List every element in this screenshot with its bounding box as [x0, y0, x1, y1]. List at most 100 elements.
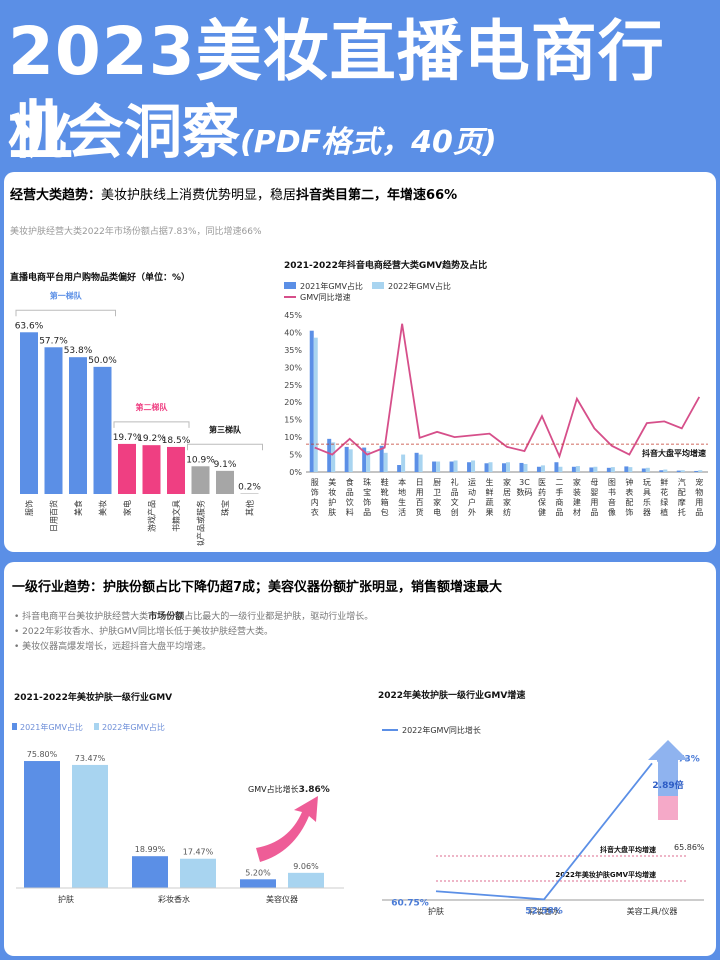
- bar-value-label: 53.8%: [64, 346, 93, 356]
- reference-line-label: 抖音大盘平均增速: [642, 448, 706, 458]
- category-tick-label: 药: [538, 487, 546, 497]
- bar-2022-服饰内衣: [313, 337, 318, 472]
- category-tick-label: 居: [503, 488, 511, 497]
- section2-heading: 一级行业趋势：护肤份额占比下降仍超7成；美容仪器份额扩张明显，销售额增速最大: [12, 580, 503, 595]
- bar-value-label: 9.06%: [293, 862, 319, 871]
- y-tick-label: 45%: [284, 311, 302, 320]
- legend-label: 2022年GMV占比: [388, 281, 451, 291]
- multiplier-label: 2.89倍: [652, 779, 683, 791]
- category-tick-label: 配: [625, 498, 633, 507]
- bar-2022-生鲜蔬果: [488, 462, 493, 472]
- bar-2022-家居家纺: [506, 462, 510, 472]
- bar-2022-母婴用品: [593, 466, 598, 472]
- category-tick-label: 彩妆香水: [158, 894, 190, 904]
- bar-2021-本地生活: [397, 465, 402, 472]
- reference-line-label: 2022年美妆护肤GMV平均增速: [555, 870, 656, 879]
- category-tick-label: 品: [346, 488, 354, 497]
- bar-2022-宠物用品: [698, 470, 703, 472]
- bar-value-label: 19.7%: [113, 433, 142, 443]
- bar-2021-3C数码: [519, 462, 524, 472]
- section1-heading: 经营大类趋势：美妆护肤线上消费优势明显，稳居抖音类目第二，年增速66%: [10, 184, 457, 203]
- bar-2022-鲜花绿植: [663, 469, 668, 472]
- category-tick-label: 书: [608, 487, 616, 497]
- category-tick-label: 物: [695, 487, 703, 497]
- bar-2021-医药保健: [536, 466, 541, 472]
- legend-label: 2022年GMV占比: [102, 722, 165, 732]
- bar-2022-钟表配饰: [628, 467, 633, 472]
- bar-2022-鞋靴箱包: [383, 452, 388, 472]
- category-tick-label: 护肤: [58, 894, 74, 904]
- category-tick-label: 饮: [346, 497, 354, 507]
- series-line-gmv-growth: [314, 323, 701, 459]
- chart-title: 2021-2022年美妆护肤一级行业GMV: [14, 691, 172, 703]
- y-tick-label: 20%: [284, 398, 302, 407]
- legend-label: 2021年GMV占比: [20, 722, 83, 732]
- bullet-item: • 美妆仪器高爆发增长，远超抖音大盘平均增速。: [14, 642, 212, 652]
- category-tick-label: 鲜: [486, 487, 494, 497]
- category-tick-label: 建: [573, 497, 581, 507]
- annotation-text: GMV占比增长3.86%: [248, 784, 330, 795]
- category-tick-label: 绿: [660, 498, 668, 507]
- section-card-industry-trend: 一级行业趋势：护肤份额占比下降仍超7成；美容仪器份额扩张明显，销售额增速最大 •…: [4, 562, 716, 956]
- bar-2021-珠宝饰品: [362, 447, 367, 472]
- category-tick-label: 饰: [363, 497, 371, 507]
- page-title-line2: 机会洞察(PDF格式，40页): [8, 92, 497, 183]
- bar-value-label: 10.9%: [186, 455, 215, 465]
- bar-value-label: 18.5%: [162, 436, 191, 446]
- legend-swatch: [94, 723, 99, 730]
- category-tick-label: 游戏产品: [147, 500, 157, 532]
- category-tick-label: 运: [468, 478, 476, 487]
- bar-美容仪器-1: [288, 872, 324, 888]
- legend-swatch: [372, 282, 384, 289]
- side-value-label: 65.86%: [674, 843, 705, 852]
- category-tick-label: 本: [398, 477, 406, 487]
- category-tick-label: 文: [451, 497, 459, 507]
- bar-2022-本地生活: [401, 454, 406, 472]
- category-tick-label: 数码: [516, 487, 532, 497]
- category-tick-label: 摩: [678, 497, 686, 507]
- bar-2022-日用百货: [418, 454, 423, 472]
- category-tick-label: 礼: [451, 477, 459, 487]
- bar-value-label: 18.99%: [135, 845, 166, 854]
- category-tick-label: 珠: [363, 477, 371, 487]
- category-tick-label: 用: [590, 498, 598, 507]
- bar-2021-钟表配饰: [624, 466, 629, 472]
- category-tick-label: 护: [328, 497, 336, 507]
- chart-shopping-preference: 直播电商平台用户购物品类偏好（单位：%） 63.6% 服饰 57.7% 日用百货 53.8…: [10, 271, 263, 546]
- bar-游戏产品: [142, 445, 161, 494]
- category-tick-label: 地: [398, 487, 406, 497]
- bar-2022-3C数码: [523, 463, 528, 472]
- bar-2021-家装建材: [571, 466, 576, 472]
- bar-2021-服饰内衣: [309, 330, 314, 472]
- point-value-label: 60.75%: [391, 898, 429, 908]
- category-tick-label: 鞋: [381, 477, 389, 487]
- category-tick-label: 果: [486, 508, 494, 517]
- bar-2021-礼品文创: [449, 461, 454, 472]
- category-tick-label: 二: [555, 478, 563, 487]
- category-tick-label: 肤: [328, 507, 336, 517]
- bar-value-label: 5.20%: [245, 868, 271, 877]
- bar-2022-图书音像: [610, 467, 615, 472]
- bar-2021-生鲜蔬果: [484, 463, 489, 472]
- chart-douyin-category-gmv: 2021-2022年抖音电商经营大类GMV趋势及占比 2021年GMV占比 2022…: [284, 259, 708, 517]
- category-tick-label: 品: [363, 508, 371, 517]
- category-tick-label: 家: [433, 497, 441, 507]
- category-tick-label: 美容工具/仪器: [627, 906, 678, 916]
- category-tick-label: 音: [608, 497, 616, 507]
- legend-swatch: [12, 723, 17, 730]
- category-tick-label: 百: [416, 498, 424, 507]
- category-tick-label: 美: [328, 477, 336, 487]
- y-tick-label: 10%: [284, 433, 302, 442]
- category-tick-label: 品: [590, 508, 598, 517]
- bar-2022-珠宝饰品: [366, 451, 371, 472]
- category-tick-label: 内: [311, 497, 319, 507]
- category-tick-label: 饰: [625, 507, 633, 517]
- bar-彩妆香水-0: [132, 856, 168, 888]
- y-tick-label: 35%: [284, 346, 302, 355]
- bar-2021-玩具乐器: [641, 468, 646, 472]
- category-tick-label: 珠宝: [220, 500, 230, 516]
- category-tick-label: 蔬: [486, 497, 494, 507]
- category-tick-label: 用: [695, 498, 703, 507]
- tier-bracket: [113, 421, 190, 428]
- page-title-suffix: (PDF格式，40页): [240, 125, 497, 160]
